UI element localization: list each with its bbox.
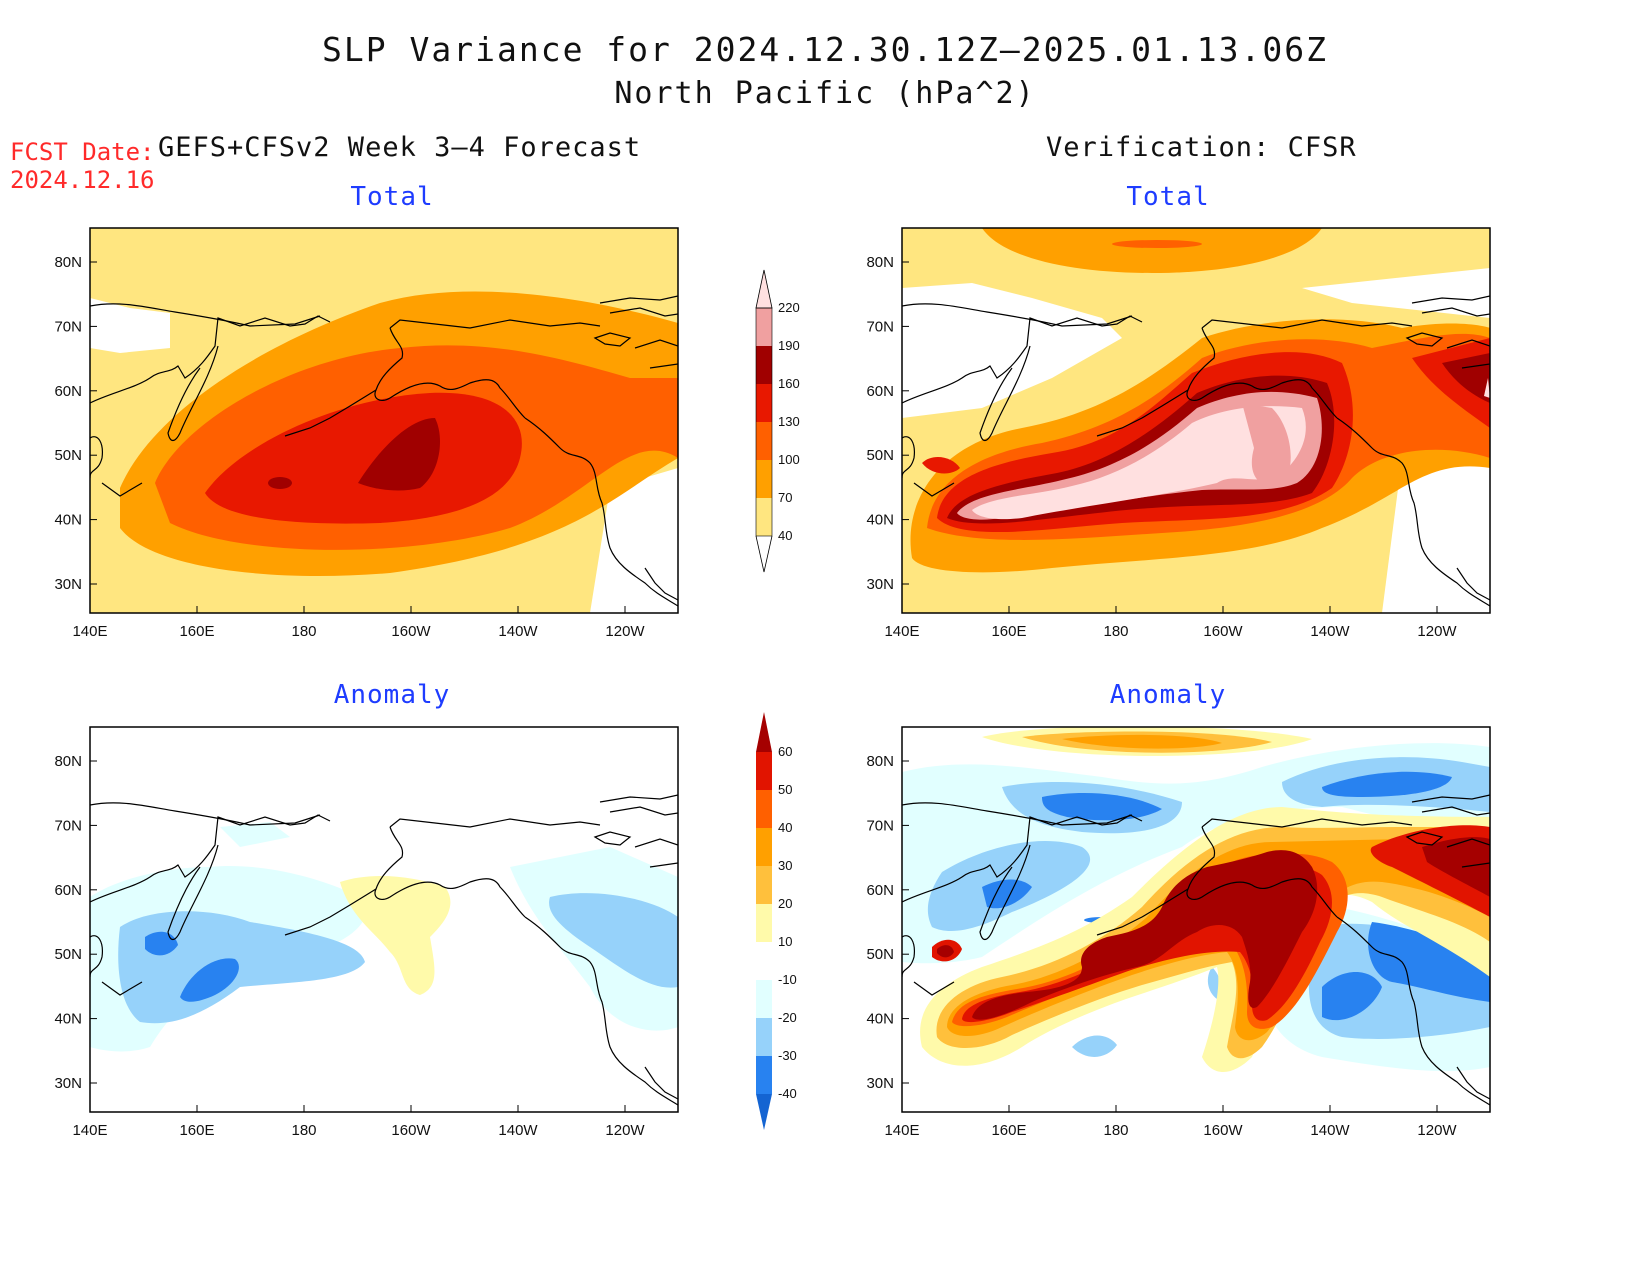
- y-tick-label-forecast-total: 70N: [54, 318, 82, 335]
- figure-title: SLP Variance for 2024.12.30.12Z–2025.01.…: [322, 30, 1328, 69]
- y-tick-label-verification-total: 70N: [866, 318, 894, 335]
- x-tick-label-forecast-anomaly: 140W: [498, 1122, 538, 1139]
- colorbar-anomaly-level: 20: [778, 896, 792, 911]
- forecast-date: FCST Date: 2024.12.16: [10, 138, 155, 194]
- colorbar-anomaly-level: 50: [778, 782, 792, 797]
- y-tick-label-forecast-anomaly: 50N: [54, 946, 82, 963]
- y-tick-label-forecast-total: 60N: [54, 383, 82, 400]
- forecast-date-label: FCST Date:: [10, 138, 155, 166]
- y-tick-label-forecast-anomaly: 60N: [54, 882, 82, 899]
- map-verification-anomaly: [901, 726, 1491, 1113]
- x-tick-label-verification-anomaly: 180: [1103, 1122, 1128, 1139]
- y-tick-label-forecast-anomaly: 80N: [54, 753, 82, 770]
- panel-label-forecast-anomaly: Anomaly: [333, 680, 451, 710]
- x-tick-label-forecast-anomaly: 160W: [391, 1122, 431, 1139]
- forecast-date-value: 2024.12.16: [10, 166, 155, 194]
- x-tick-label-forecast-anomaly: 140E: [72, 1122, 107, 1139]
- colorbar-anomaly-level: 30: [778, 858, 792, 873]
- y-tick-label-verification-anomaly: 70N: [866, 817, 894, 834]
- y-tick-label-forecast-total: 30N: [54, 576, 82, 593]
- colorbar-anomaly-level: -40: [778, 1086, 797, 1101]
- y-tick-label-verification-total: 80N: [866, 254, 894, 271]
- colorbar-anomaly-level: 40: [778, 820, 792, 835]
- map-forecast-total: [89, 227, 679, 614]
- colorbar-anomaly-level: 60: [778, 744, 792, 759]
- x-tick-label-verification-anomaly: 120W: [1417, 1122, 1457, 1139]
- x-tick-label-verification-anomaly: 160E: [991, 1122, 1026, 1139]
- y-tick-label-forecast-anomaly: 30N: [54, 1075, 82, 1092]
- x-tick-label-verification-total: 160W: [1203, 623, 1243, 640]
- y-tick-label-verification-anomaly: 50N: [866, 946, 894, 963]
- y-tick-label-forecast-total: 40N: [54, 512, 82, 529]
- colorbar-total: [755, 269, 773, 573]
- y-tick-label-verification-anomaly: 80N: [866, 753, 894, 770]
- panel-label-verification-total: Total: [1126, 182, 1210, 212]
- x-tick-label-forecast-total: 120W: [605, 623, 645, 640]
- colorbar-anomaly-level: -20: [778, 1010, 797, 1025]
- y-tick-label-verification-total: 50N: [866, 447, 894, 464]
- y-tick-label-forecast-anomaly: 40N: [54, 1011, 82, 1028]
- colorbar-total-level: 130: [778, 414, 800, 429]
- colorbar-anomaly-level: 10: [778, 934, 792, 949]
- y-tick-label-forecast-total: 50N: [54, 447, 82, 464]
- x-tick-label-verification-total: 120W: [1417, 623, 1457, 640]
- left-column-title: GEFS+CFSv2 Week 3–4 Forecast: [158, 132, 642, 163]
- y-tick-label-verification-total: 40N: [866, 512, 894, 529]
- y-tick-label-verification-anomaly: 40N: [866, 1011, 894, 1028]
- x-tick-label-verification-anomaly: 140E: [884, 1122, 919, 1139]
- y-tick-label-forecast-total: 80N: [54, 254, 82, 271]
- y-tick-label-verification-total: 60N: [866, 383, 894, 400]
- colorbar-total-level: 190: [778, 338, 800, 353]
- panel-label-forecast-total: Total: [350, 182, 434, 212]
- map-verification-total: [901, 227, 1491, 614]
- panel-label-verification-anomaly: Anomaly: [1109, 680, 1227, 710]
- x-tick-label-forecast-anomaly: 160E: [179, 1122, 214, 1139]
- colorbar-total-level: 160: [778, 376, 800, 391]
- colorbar-total-level: 40: [778, 528, 792, 543]
- colorbar-total-level: 100: [778, 452, 800, 467]
- x-tick-label-verification-total: 140W: [1310, 623, 1350, 640]
- x-tick-label-forecast-total: 140W: [498, 623, 538, 640]
- x-tick-label-forecast-total: 180: [291, 623, 316, 640]
- x-tick-label-verification-total: 140E: [884, 623, 919, 640]
- x-tick-label-verification-total: 160E: [991, 623, 1026, 640]
- colorbar-anomaly-level: -10: [778, 972, 797, 987]
- y-tick-label-verification-anomaly: 60N: [866, 882, 894, 899]
- colorbar-total-level: 70: [778, 490, 792, 505]
- right-column-title: Verification: CFSR: [1046, 132, 1357, 163]
- x-tick-label-verification-total: 180: [1103, 623, 1128, 640]
- colorbar-total-level: 220: [778, 300, 800, 315]
- x-tick-label-forecast-anomaly: 120W: [605, 1122, 645, 1139]
- x-tick-label-verification-anomaly: 140W: [1310, 1122, 1350, 1139]
- map-forecast-anomaly: [89, 726, 679, 1113]
- figure-subtitle: North Pacific (hPa^2): [614, 76, 1036, 111]
- y-tick-label-verification-total: 30N: [866, 576, 894, 593]
- colorbar-anomaly-level: -30: [778, 1048, 797, 1063]
- x-tick-label-verification-anomaly: 160W: [1203, 1122, 1243, 1139]
- x-tick-label-forecast-total: 140E: [72, 623, 107, 640]
- y-tick-label-forecast-anomaly: 70N: [54, 817, 82, 834]
- x-tick-label-forecast-total: 160E: [179, 623, 214, 640]
- colorbar-total-patches: [755, 269, 773, 573]
- y-tick-label-verification-anomaly: 30N: [866, 1075, 894, 1092]
- colorbar-anomaly: [756, 712, 772, 1130]
- x-tick-label-forecast-total: 160W: [391, 623, 431, 640]
- x-tick-label-forecast-anomaly: 180: [291, 1122, 316, 1139]
